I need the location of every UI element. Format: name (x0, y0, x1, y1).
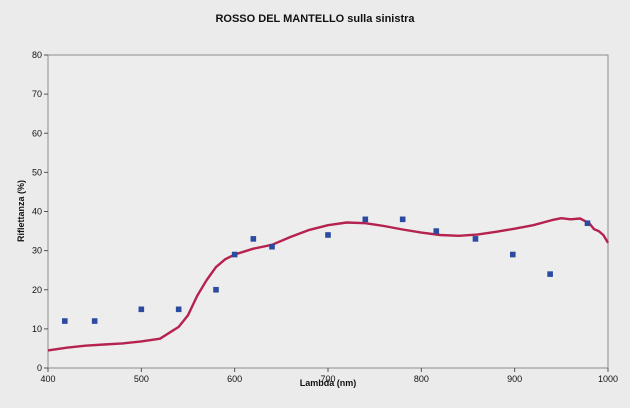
y-tick-label: 70 (32, 89, 42, 99)
y-axis: 0 10 20 30 40 50 60 70 80 (32, 50, 48, 373)
y-axis-label: Riflettanza (%) (16, 180, 26, 242)
data-point-marker (138, 306, 145, 313)
y-tick-label: 30 (32, 246, 42, 256)
x-tick-label: 600 (227, 374, 242, 384)
data-point-marker (433, 228, 440, 234)
y-tick-label: 10 (32, 324, 42, 334)
data-point-marker (510, 251, 516, 258)
data-point-marker (213, 286, 219, 293)
data-point-marker (399, 216, 406, 223)
x-tick-label: 500 (134, 374, 149, 384)
data-point-marker (91, 318, 98, 324)
x-tick-label: 1000 (598, 374, 618, 384)
data-point-marker (250, 236, 257, 242)
data-point-marker (325, 232, 331, 238)
y-tick-label: 20 (32, 285, 42, 295)
y-tick-label: 50 (32, 167, 42, 177)
data-point-marker (175, 306, 182, 313)
plot-area (47, 54, 609, 369)
series-layer (47, 216, 610, 352)
data-point-marker (547, 271, 553, 277)
y-tick-label: 60 (32, 128, 42, 138)
data-point-marker (472, 236, 479, 242)
x-tick-label: 400 (40, 374, 55, 384)
data-point-marker (584, 220, 591, 227)
data-point-marker (231, 251, 238, 258)
reflectance-curve (47, 217, 610, 352)
x-tick-label: 900 (507, 374, 522, 384)
data-point-marker (362, 216, 369, 223)
chart-title: ROSSO DEL MANTELLO sulla sinistra (215, 13, 415, 25)
y-tick-label: 0 (37, 363, 42, 373)
y-tick-label: 40 (32, 207, 42, 217)
data-point-marker (62, 318, 68, 324)
x-tick-label: 800 (414, 374, 429, 384)
x-axis: 400 500 600 700 800 900 1000 (40, 368, 618, 384)
x-tick-label: 700 (320, 374, 335, 384)
data-point-marker (269, 243, 275, 250)
x-axis-label: Lambda (nm) (300, 378, 357, 388)
y-tick-label: 80 (32, 50, 42, 60)
